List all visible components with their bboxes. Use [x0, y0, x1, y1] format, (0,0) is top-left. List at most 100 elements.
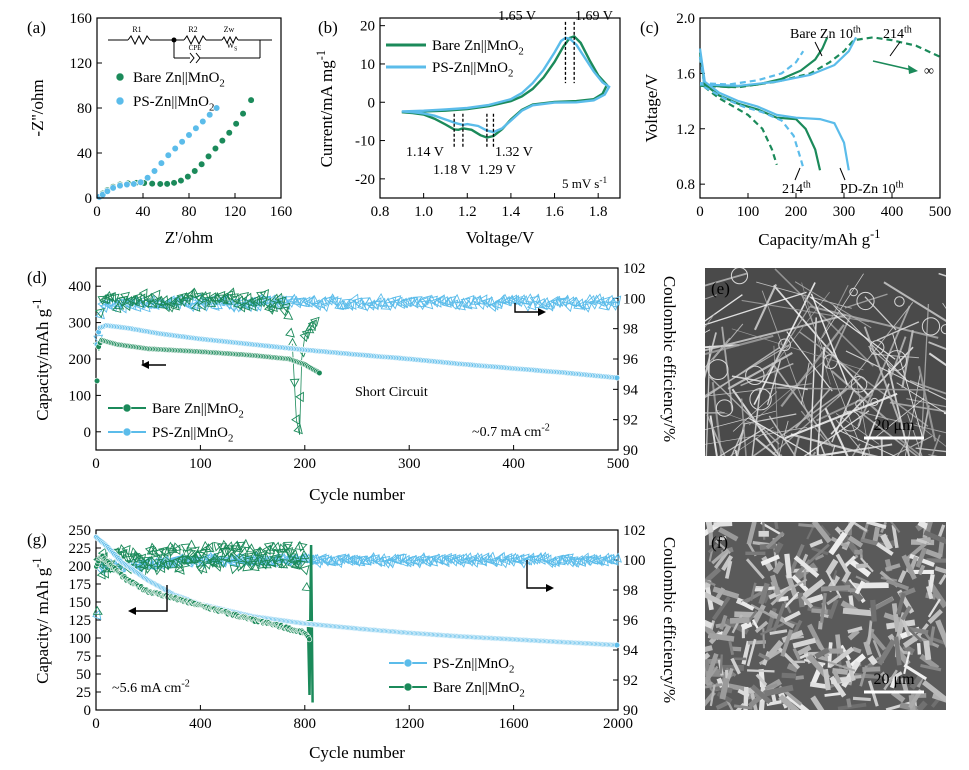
- label-part: th: [803, 179, 811, 190]
- sem-nanowire: [844, 293, 888, 309]
- panel-g-y-tick-label: 125: [69, 613, 92, 629]
- ce-point: [591, 294, 602, 304]
- sem-flake: [824, 692, 841, 697]
- ce-point: [250, 556, 260, 567]
- data-point: [247, 96, 255, 104]
- sem-nanowire: [752, 387, 848, 456]
- sem-nanowire: [786, 331, 833, 392]
- label-part: 2: [238, 409, 243, 421]
- data-point: [156, 180, 164, 188]
- label-part: Bare Zn||MnO: [152, 401, 239, 417]
- data-point: [199, 117, 207, 126]
- ce-point: [197, 300, 206, 311]
- sem-nanowire: [774, 268, 874, 367]
- ce-point: [593, 554, 603, 565]
- data-point: [171, 144, 179, 153]
- sem-flake: [711, 596, 731, 621]
- panel-g-legend-label: Bare Zn||MnO2: [433, 680, 525, 700]
- data-point: [306, 636, 313, 643]
- panel-c-label-bare214: 214th: [883, 24, 913, 42]
- panel-b-x-tick-label: 1.6: [545, 204, 564, 220]
- ce-point: [107, 291, 117, 303]
- ce-point: [408, 297, 419, 307]
- panel-b-frame: [379, 17, 621, 199]
- sem-nanowire: [719, 426, 767, 456]
- sem-nanowire: [845, 350, 946, 400]
- ce-point: [132, 550, 142, 561]
- ce-point: [231, 548, 241, 559]
- ce-point: [204, 543, 215, 553]
- sem-texture: [705, 522, 946, 710]
- sem-nanowire: [810, 296, 896, 360]
- circuit-zw-label: Zw: [224, 25, 235, 34]
- circuit-r1-label: R1: [132, 25, 141, 34]
- scale-bar-label: 20 μm: [873, 417, 915, 434]
- sem-flake: [721, 554, 734, 572]
- sem-particle: [745, 365, 765, 386]
- sem-flake: [826, 571, 842, 599]
- sem-flake: [772, 522, 779, 530]
- data-point: [144, 174, 152, 182]
- sem-nanowire: [809, 305, 939, 339]
- ce-point: [459, 552, 470, 564]
- ce-point: [143, 564, 154, 574]
- ce-point: [177, 555, 188, 566]
- label-part: W: [227, 41, 235, 50]
- panel-a-x-tick-label: 120: [224, 204, 247, 220]
- equivalent-circuit: [108, 34, 272, 64]
- ce-point: [280, 302, 291, 313]
- label-part: ~0.7 mA cm: [472, 425, 542, 440]
- sem-flake: [733, 657, 747, 661]
- ce-point: [229, 564, 240, 575]
- sem-flake: [713, 550, 730, 570]
- label-part: 2: [228, 433, 233, 445]
- sem-flake: [772, 603, 786, 632]
- ce-point: [197, 563, 208, 574]
- sem-nanowire: [801, 282, 831, 385]
- panel-d-legend-label: Bare Zn||MnO2: [152, 401, 244, 421]
- ce-point: [564, 553, 574, 564]
- ce-point: [561, 294, 572, 305]
- circuit-cpe-label: CPE: [189, 44, 202, 52]
- ce-point: [612, 552, 622, 563]
- sem-flake: [823, 648, 844, 654]
- ce-point: [230, 545, 241, 555]
- sem-flake: [859, 665, 868, 687]
- panel-c-x-tick-label: 500: [929, 204, 952, 220]
- sem-nanowire: [816, 393, 874, 422]
- circuit-r2-label: R2: [188, 25, 197, 34]
- sem-nanowire: [891, 435, 933, 456]
- label-part: Capacity/mAh g: [33, 308, 52, 420]
- panel-b-x-tick-label: 1.2: [458, 204, 477, 220]
- sem-flake: [842, 607, 873, 617]
- left-axis-arrow-head: [128, 607, 136, 615]
- sem-flake: [855, 575, 870, 584]
- ce-point: [329, 295, 339, 307]
- sem-flake: [835, 553, 850, 575]
- sem-flake: [762, 585, 775, 604]
- sem-nanowire: [734, 449, 738, 456]
- sem-flake: [893, 636, 902, 666]
- sem-flake: [844, 522, 868, 532]
- sem-flake: [908, 688, 923, 709]
- sem-flake: [793, 578, 808, 588]
- sem-flake: [759, 622, 785, 636]
- sem-flake: [916, 643, 922, 655]
- warburg-element: [221, 35, 239, 45]
- data-point: [109, 184, 117, 192]
- sem-flake: [809, 681, 829, 690]
- ce-point: [321, 556, 332, 567]
- sem-flake: [763, 684, 794, 697]
- panel-b-y-tick-label: -20: [355, 172, 375, 188]
- data-point: [613, 374, 621, 381]
- ce-point: [609, 301, 620, 311]
- panel-b-y-tick-label: 0: [368, 95, 376, 111]
- sem-flake: [807, 543, 830, 565]
- left-axis-arrow: [132, 585, 168, 612]
- data-point: [218, 137, 226, 145]
- panel-a-y-tick-label: 80: [77, 101, 92, 117]
- resistor-r1: [127, 34, 151, 46]
- data-point: [192, 124, 200, 132]
- sem-flake: [889, 676, 898, 689]
- ce-point: [129, 547, 140, 557]
